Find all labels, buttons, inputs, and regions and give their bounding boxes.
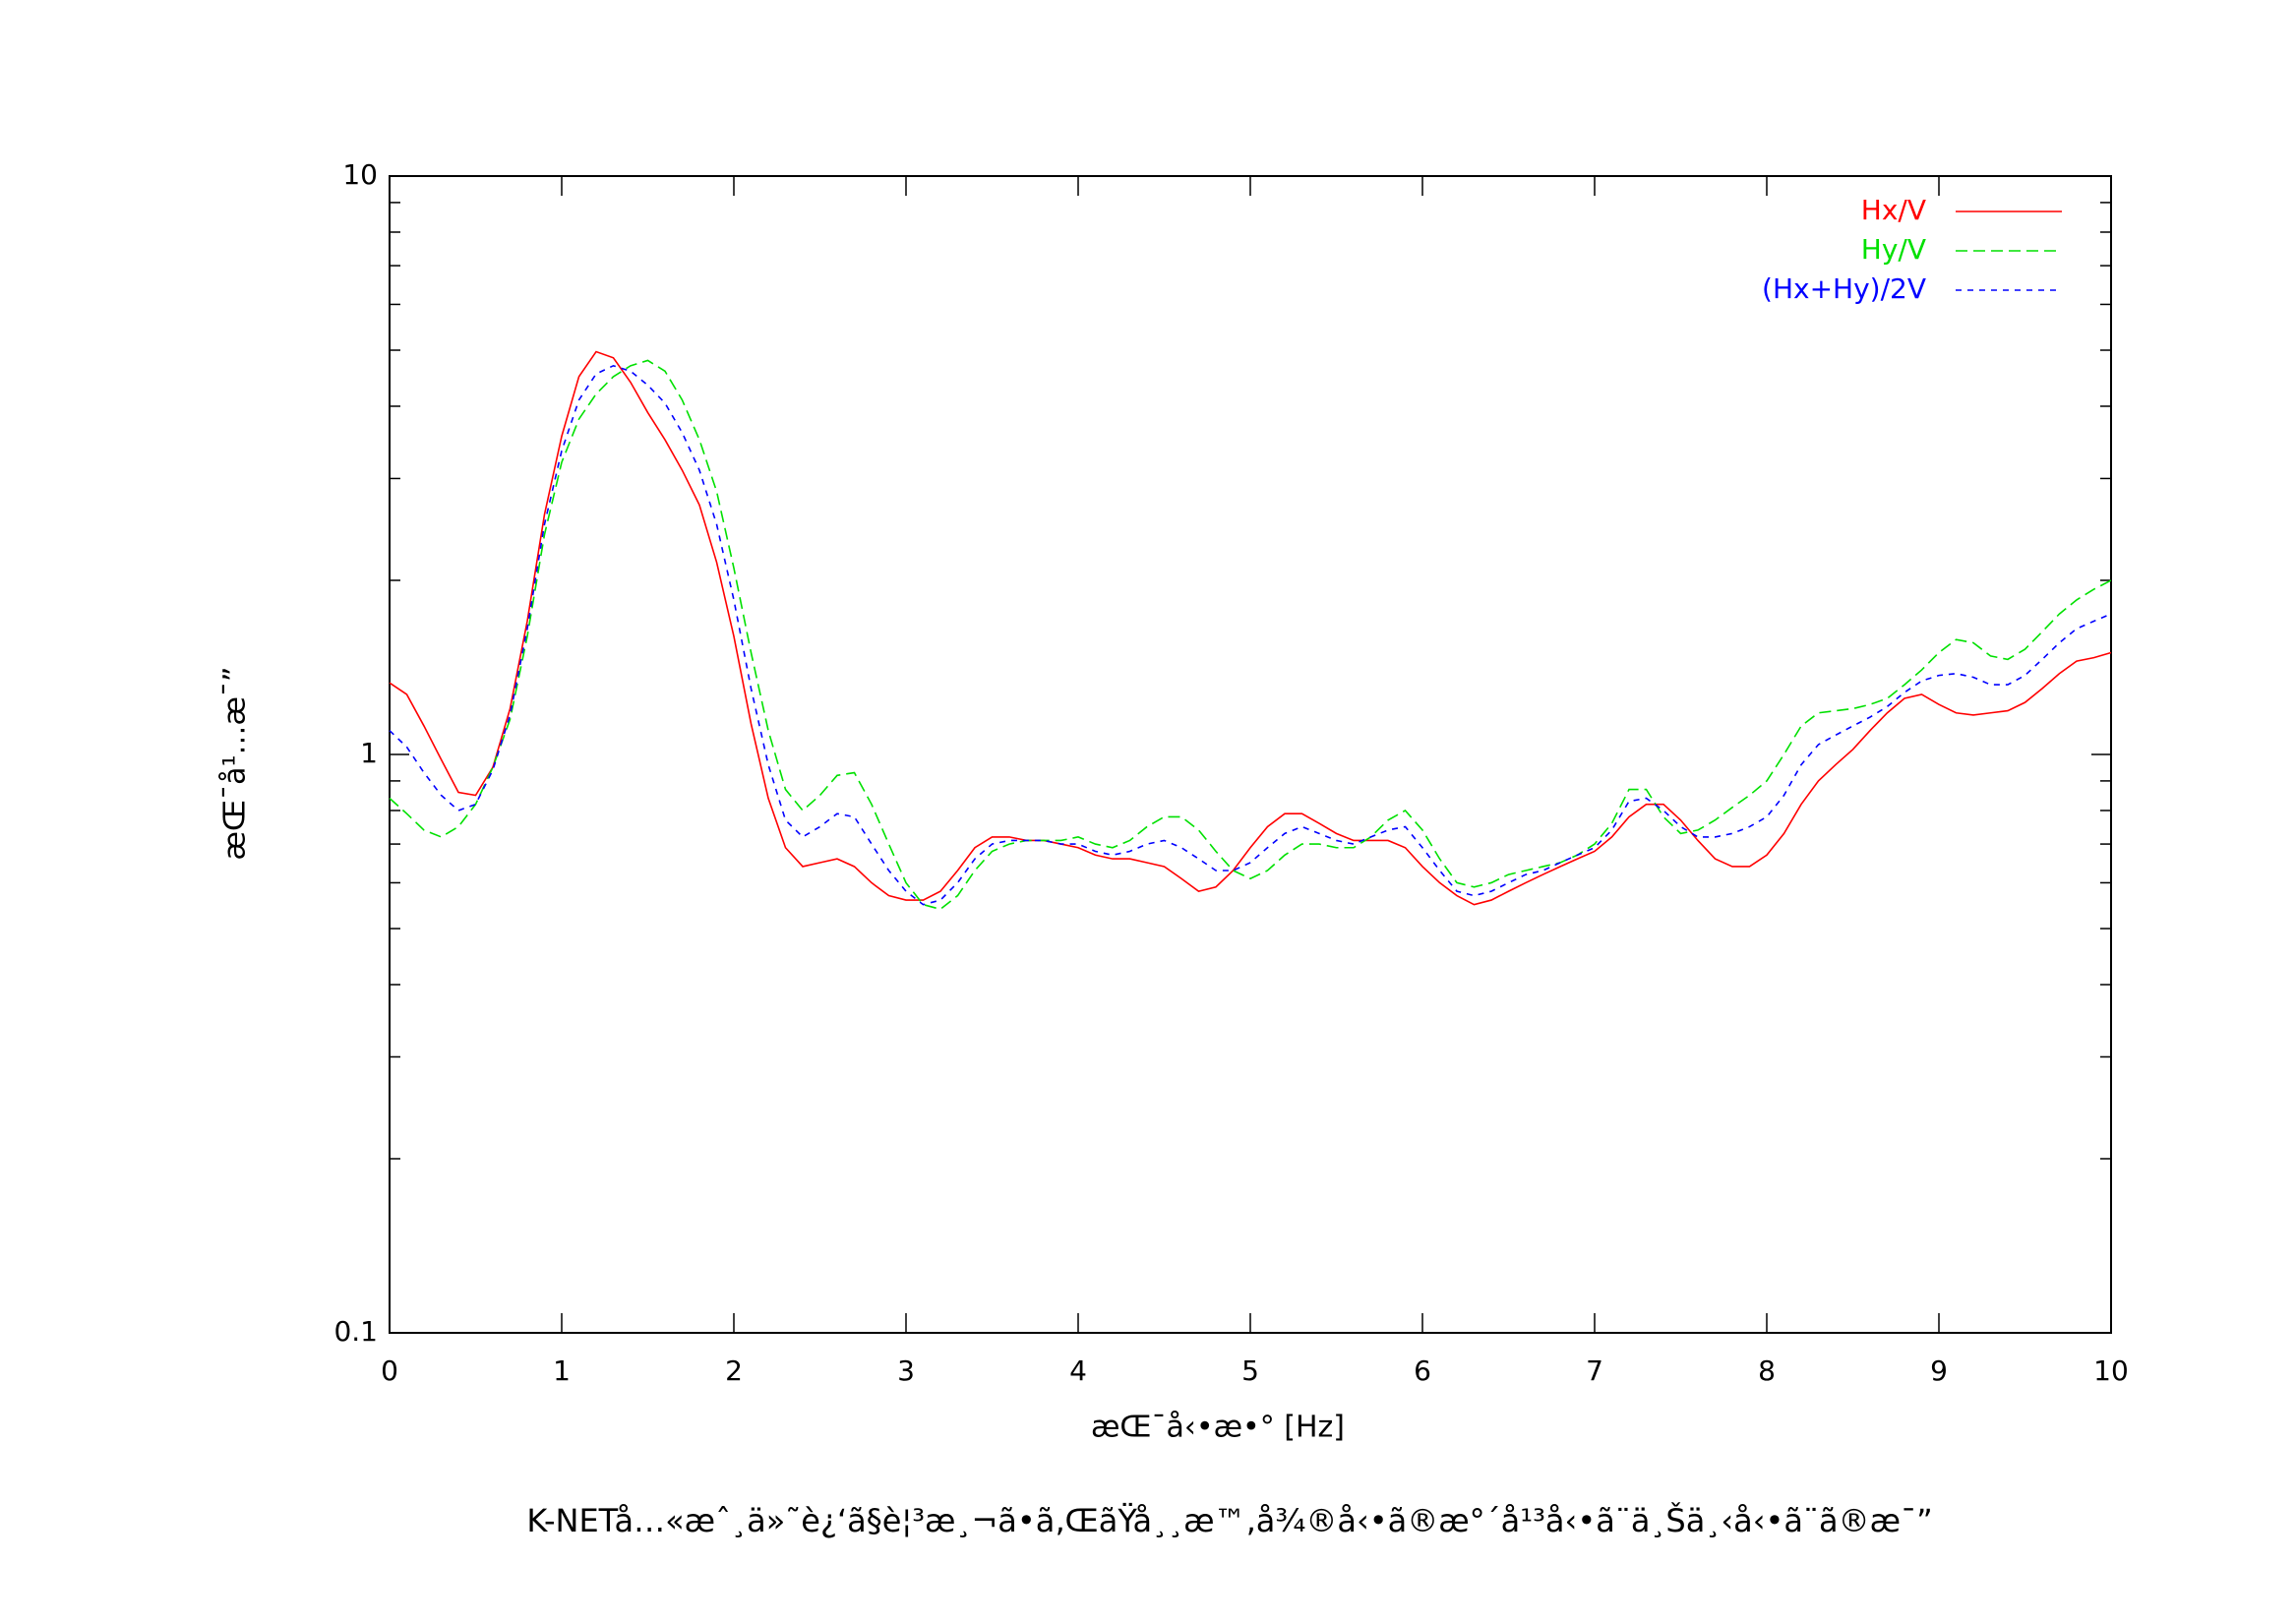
plot-frame [389, 175, 2112, 1334]
y-axis-label: æŒ¯å¹…æ¯” [218, 667, 253, 861]
y-tick-label: 10 [342, 158, 378, 191]
series-line [389, 350, 2112, 906]
x-tick-label: 0 [381, 1354, 398, 1387]
y-tick-label: 1 [360, 737, 378, 769]
x-tick-label: 1 [553, 1354, 571, 1387]
x-tick-label: 3 [897, 1354, 915, 1387]
x-tick-label: 2 [725, 1354, 743, 1387]
x-tick-label: 6 [1414, 1354, 1431, 1387]
legend-label: Hx/V [1861, 194, 1926, 226]
x-tick-label: 4 [1069, 1354, 1087, 1387]
x-tick-label: 5 [1241, 1354, 1259, 1387]
x-tick-label: 8 [1758, 1354, 1776, 1387]
series-line [389, 359, 2112, 911]
x-tick-label: 7 [1586, 1354, 1603, 1387]
x-tick-label: 9 [1930, 1354, 1948, 1387]
legend-label: Hy/V [1861, 233, 1926, 266]
legend-label: (Hx+Hy)/2V [1762, 272, 1926, 305]
y-tick-label: 0.1 [333, 1315, 378, 1348]
series-line [389, 364, 2112, 906]
x-axis-label: æŒ¯å‹•æ•° [Hz] [1091, 1411, 1345, 1445]
x-tick-label: 10 [2093, 1354, 2129, 1387]
chart-title: K-NETå…«æˆ¸ä»˜è¿‘ã§è¦³æ¸¬ã•ã‚ŒãŸå¸¸æ™‚å¾… [526, 1501, 1932, 1539]
